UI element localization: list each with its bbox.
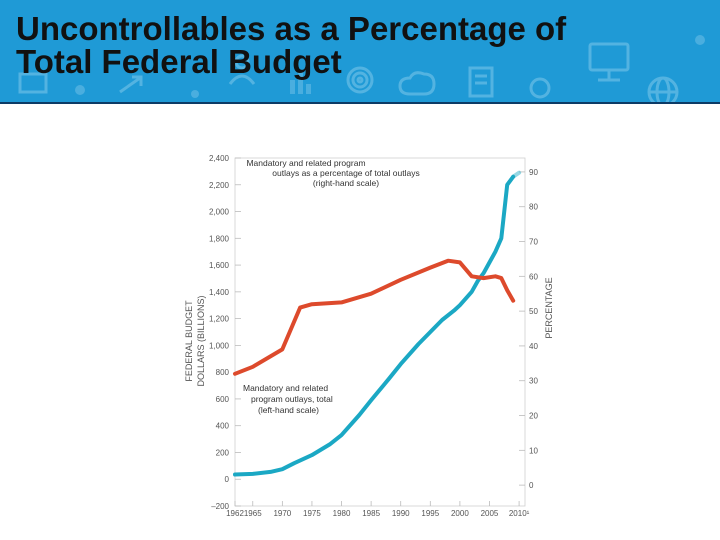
plot-area [234, 157, 526, 507]
box-icon [18, 72, 48, 94]
x-axis-tick-label: 2000 [451, 509, 469, 516]
x-axis-tick-label: 1985 [362, 509, 380, 516]
right-axis-tick-label: 10 [529, 446, 538, 455]
left-axis-tick-label: 400 [216, 422, 230, 431]
user-icon [234, 54, 250, 70]
x-axis-tick-label: 1970 [273, 509, 291, 516]
gridlines [234, 157, 525, 507]
right-axis-tick-label: 20 [529, 412, 538, 421]
annotation-total-line-2: program outlays, total [251, 394, 333, 404]
left-axis-tick-label: 1,200 [209, 315, 230, 324]
annotation-percentage-line-3: (right-hand scale) [313, 178, 379, 188]
left-axis-tick-label: –200 [211, 502, 229, 511]
left-axis-tick-label: 2,000 [209, 208, 230, 217]
left-axis-tick-label: 1,400 [209, 288, 230, 297]
banner-icon-pattern [18, 35, 705, 104]
arrow-icon [119, 75, 143, 94]
title-banner: Uncontrollables as a Percentage of Total… [0, 0, 720, 104]
left-axis-tick-label: 200 [216, 448, 230, 457]
monitor-icon [588, 42, 630, 72]
document-icon [468, 66, 494, 98]
x-axis-tick-label: 1995 [421, 509, 439, 516]
series-percentage-line [233, 258, 516, 376]
x-axis-tick-label: 1975 [303, 509, 321, 516]
right-axis-tick-label: 30 [529, 377, 538, 386]
right-axis-tick-label: 0 [529, 481, 534, 490]
left-axis-tick-label: 800 [216, 368, 230, 377]
banner-divider [0, 102, 720, 104]
slide-title: Uncontrollables as a Percentage of Total… [16, 12, 566, 78]
chart-bar-icon [290, 80, 295, 94]
x-axis-tick-label: 2010¹ [509, 509, 530, 516]
left-axis-title-line-2: DOLLARS (BILLIONS) [196, 295, 206, 386]
annotation-total-line-1: Mandatory and related [243, 383, 328, 393]
left-axis-tick-label: 2,200 [209, 181, 230, 190]
fingerprint-icon [346, 66, 374, 94]
x-axis-tick-label: 1962 [226, 509, 244, 516]
right-axis-tick-label: 50 [529, 307, 538, 316]
right-axis-tick-label: 90 [529, 168, 538, 177]
left-axis-tick-label: 0 [225, 475, 230, 484]
right-axis-tick-label: 40 [529, 342, 538, 351]
x-axis-tick-label: 1980 [333, 509, 351, 516]
right-axis-tick-label: 60 [529, 272, 538, 281]
x-axis-tick-label: 1990 [392, 509, 410, 516]
x-axis-tick-label: 2005 [481, 509, 499, 516]
annotation-percentage-line-1: Mandatory and related program [246, 158, 365, 168]
right-axis-tick-label: 80 [529, 203, 538, 212]
right-axis-tick-label: 70 [529, 238, 538, 247]
cloud-icon [398, 71, 436, 96]
series-total-outlays-projection [511, 170, 522, 179]
left-axis-tick-label: 1,600 [209, 261, 230, 270]
gear-icon [529, 77, 551, 99]
left-axis-tick-label: 1,800 [209, 234, 230, 243]
slide-title-line-2: Total Federal Budget [16, 43, 342, 80]
right-axis-title: PERCENTAGE [544, 277, 554, 338]
left-axis-tick-label: 1,000 [209, 341, 230, 350]
annotation-total-line-3: (left-hand scale) [258, 405, 319, 415]
series-total-outlays-line [233, 174, 516, 477]
budget-chart: 2,400 2,200 2,000 1,800 1,600 1,400 1,200 1,000… [184, 154, 554, 516]
left-axis-title-line-1: FEDERAL BUDGET [184, 300, 194, 382]
left-axis-tick-label: 2,400 [209, 154, 230, 163]
left-axis-tick-label: 600 [216, 395, 230, 404]
annotation-percentage-line-2: outlays as a percentage of total outlays [272, 168, 419, 178]
axis-ticks: 2,400 2,200 2,000 1,800 1,600 1,400 1,200 1,000… [209, 154, 538, 516]
dot-icon [75, 85, 85, 95]
x-axis-tick-label: 1965 [244, 509, 262, 516]
slide-title-line-1: Uncontrollables as a Percentage of [16, 10, 567, 47]
